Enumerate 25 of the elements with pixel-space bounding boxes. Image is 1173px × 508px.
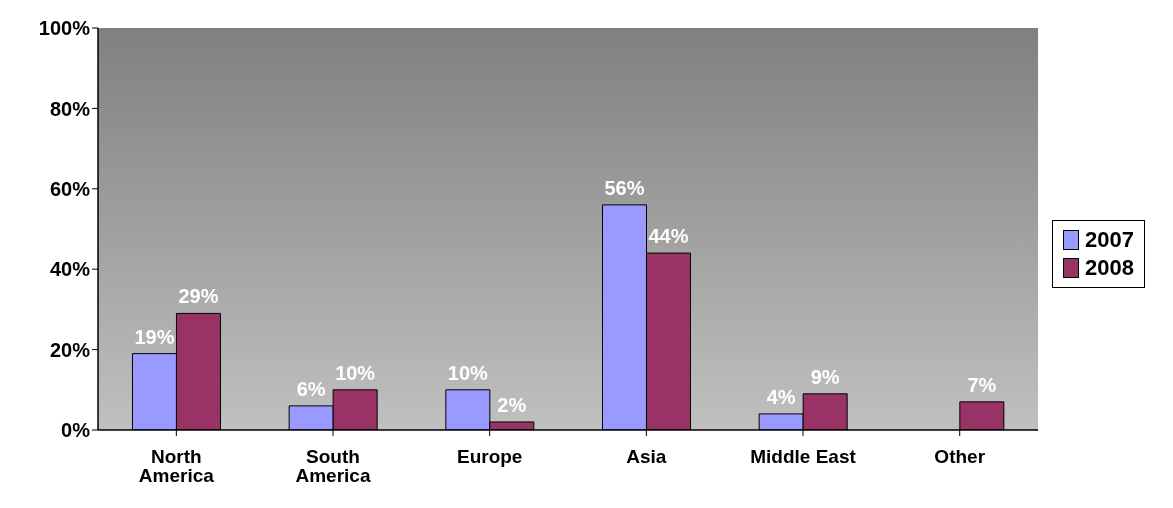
- x-tick-label: Middle East: [750, 446, 857, 468]
- x-tick-label: Asia: [626, 446, 667, 468]
- data-label: 2%: [497, 393, 527, 416]
- data-label: 56%: [604, 176, 645, 199]
- data-label: 4%: [766, 385, 796, 408]
- y-tick-label: 40%: [49, 258, 91, 281]
- x-tick-label: South America: [295, 446, 371, 487]
- y-tick-label: 80%: [49, 97, 91, 120]
- data-label: 10%: [447, 361, 489, 384]
- data-label: 6%: [296, 377, 326, 400]
- data-label: 44%: [648, 225, 689, 248]
- data-label: 29%: [178, 285, 219, 308]
- x-tick-label: North America: [138, 446, 215, 487]
- data-label: 7%: [967, 373, 997, 396]
- y-tick-label: 60%: [49, 177, 91, 200]
- data-label: 10%: [335, 361, 376, 384]
- y-tick-label: 100%: [38, 17, 91, 40]
- data-label: 9%: [810, 365, 840, 388]
- data-label: 19%: [134, 325, 175, 348]
- legend-label: 2007: [1085, 227, 1134, 253]
- x-tick-label: Europe: [456, 446, 523, 468]
- y-tick-label: 20%: [49, 338, 91, 361]
- y-tick-label: 0%: [61, 419, 91, 442]
- x-tick-label: Other: [934, 446, 986, 468]
- legend-label: 2008: [1085, 255, 1134, 281]
